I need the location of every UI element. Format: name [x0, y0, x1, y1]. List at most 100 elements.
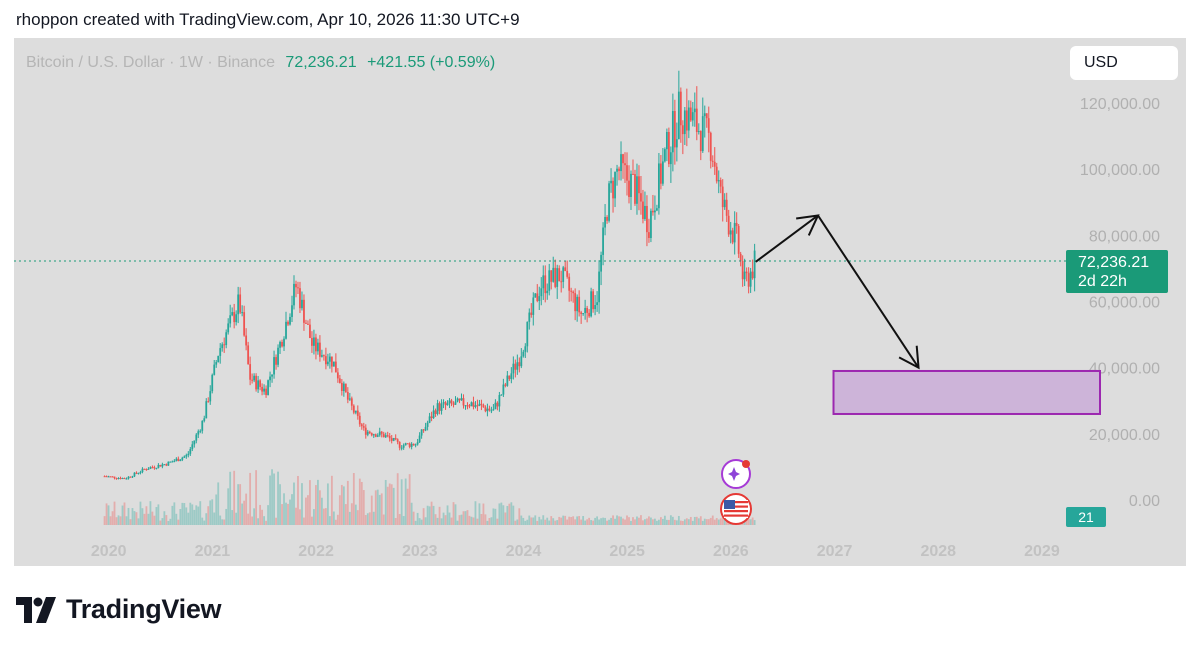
volume-bar — [675, 520, 678, 525]
volume-bar — [618, 516, 620, 525]
volume-bar — [606, 520, 608, 525]
candle-body — [175, 458, 178, 461]
candle-body — [628, 180, 630, 197]
volume-bar — [153, 515, 156, 525]
candle-body — [416, 442, 419, 445]
candle-body — [267, 380, 269, 395]
currency-button[interactable]: USD — [1070, 46, 1178, 80]
volume-bar — [189, 502, 192, 525]
candle-body — [364, 427, 367, 435]
candle-body — [648, 232, 650, 239]
volume-bar — [665, 519, 668, 525]
candle-body — [281, 341, 283, 347]
candle-body — [119, 477, 122, 479]
volume-bar — [191, 504, 194, 525]
volume-bar — [550, 516, 553, 525]
candle-body — [197, 431, 200, 435]
volume-bar — [436, 517, 439, 525]
volume-bar — [326, 483, 329, 525]
candle-body — [111, 476, 114, 478]
candle-body — [715, 166, 718, 182]
candle-body — [434, 410, 437, 414]
candle-body — [275, 357, 277, 365]
volume-bar — [745, 518, 748, 525]
volume-bar — [562, 515, 565, 525]
candle-body — [137, 472, 140, 474]
tradingview-logo-icon — [16, 596, 56, 623]
volume-bar — [147, 513, 150, 525]
candle-body — [109, 476, 112, 478]
volume-bar — [299, 509, 301, 525]
candle-body — [163, 464, 166, 466]
volume-bar — [275, 517, 277, 525]
candle-body — [458, 398, 461, 401]
candle-body — [661, 161, 664, 184]
volume-bar — [332, 511, 335, 525]
volume-bar — [514, 520, 517, 525]
candle-body — [241, 312, 244, 314]
x-tick-label: 2023 — [402, 543, 438, 560]
candle-body — [209, 391, 212, 402]
volume-bar — [358, 478, 361, 525]
candle-body — [161, 464, 164, 467]
volume-bar — [468, 515, 471, 525]
volume-bar — [426, 505, 429, 525]
volume-bar — [640, 515, 642, 525]
volume-bar — [534, 515, 537, 525]
candle-body — [424, 426, 427, 431]
volume-bar — [510, 502, 513, 525]
candle-body — [205, 401, 208, 419]
volume-bar — [289, 499, 291, 525]
candle-body — [697, 130, 700, 132]
candle-body — [259, 380, 261, 387]
candle-body — [143, 468, 146, 470]
symbol-legend: Bitcoin / U.S. Dollar · 1W · Binance 72,… — [26, 54, 495, 72]
candle-body — [249, 364, 252, 380]
candle-body — [642, 201, 644, 219]
candle-body — [330, 356, 333, 367]
candle-body — [211, 374, 214, 392]
volume-bar — [400, 479, 403, 525]
volume-bar — [374, 490, 377, 525]
volume-bar — [592, 520, 595, 525]
volume-bar — [526, 519, 529, 525]
volume-bar — [446, 505, 449, 525]
candle-body — [646, 205, 648, 233]
candle-body — [131, 476, 134, 478]
volume-bar — [259, 504, 261, 525]
candle-body — [177, 458, 180, 462]
price-chart[interactable]: 120,000.00 100,000.00 80,000.00 60,000.00 40… — [14, 38, 1186, 566]
candle-body — [404, 443, 407, 446]
candle-body — [117, 477, 120, 479]
candle-body — [193, 440, 196, 445]
chart-area[interactable]: 120,000.00 100,000.00 80,000.00 60,000.00 40… — [14, 38, 1186, 566]
volume-bar — [149, 501, 152, 525]
volume-bar — [624, 519, 626, 525]
volume-bar — [303, 517, 305, 525]
candle-body — [103, 476, 106, 478]
volume-bar — [556, 520, 559, 525]
volume-bar — [476, 518, 479, 525]
candle-body — [725, 199, 728, 216]
volume-bar — [646, 518, 648, 525]
volume-bar — [516, 519, 519, 525]
volume-bar — [133, 511, 136, 525]
candle-body — [737, 226, 740, 254]
volume-bar — [512, 505, 515, 525]
candle-body — [305, 322, 307, 324]
volume-bar — [444, 515, 447, 525]
candle-body — [440, 403, 443, 411]
candle-body — [123, 478, 126, 480]
volume-bar — [143, 513, 146, 525]
candle-body — [504, 384, 507, 386]
candle-body — [406, 443, 409, 445]
volume-bar — [249, 472, 252, 525]
candle-body — [324, 356, 327, 365]
volume-bar — [404, 478, 407, 525]
candle-body — [289, 316, 291, 325]
candle-body — [484, 407, 487, 412]
volume-bar — [466, 510, 469, 525]
volume-bar — [628, 517, 630, 525]
candle-body — [490, 410, 493, 412]
candle-body — [346, 392, 349, 400]
